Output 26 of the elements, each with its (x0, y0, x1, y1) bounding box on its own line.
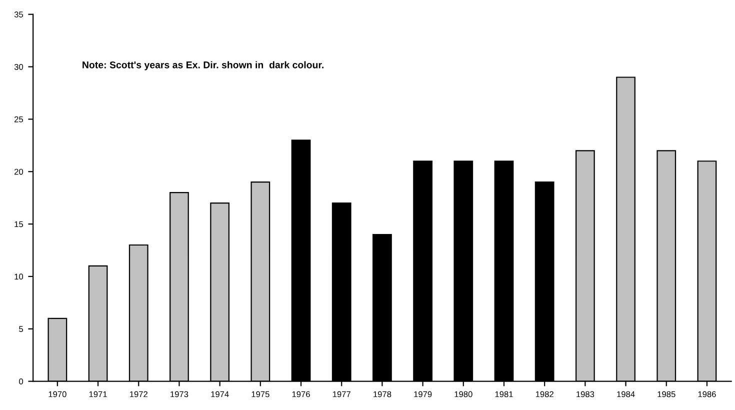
y-tick-label: 0 (19, 378, 24, 384)
x-tick-label: 1985 (658, 391, 676, 398)
x-tick-label: 1978 (374, 391, 392, 398)
x-tick-label: 1983 (576, 391, 594, 398)
y-tick-label: 10 (14, 274, 24, 280)
x-tick-label: 1979 (414, 391, 432, 398)
x-tick-label: 1972 (130, 391, 148, 398)
x-tick-label: 1986 (698, 391, 716, 398)
y-tick-label: 20 (14, 168, 24, 175)
x-tick-label: 1976 (292, 391, 310, 398)
y-tick-label: 35 (14, 12, 24, 18)
y-tick-label: 5 (19, 326, 24, 332)
x-tick-label: 1984 (617, 391, 635, 398)
y-tick-label: 30 (14, 64, 24, 70)
y-tick-label: 15 (14, 221, 24, 228)
x-tick-label: 1982 (536, 391, 554, 398)
x-tick-label: 1970 (48, 391, 66, 398)
x-tick-label: 1974 (211, 391, 229, 398)
x-tick-label: 1977 (332, 391, 350, 398)
annotation: Note: Scott's years as Ex. Dir. shown in dark colour. (82, 61, 324, 70)
x-tick-label: 1980 (454, 391, 472, 398)
x-tick-label: 1975 (252, 391, 270, 398)
x-tick-label: 1971 (89, 391, 107, 398)
y-tick-label: 25 (14, 116, 24, 122)
x-tick-label: 1973 (170, 391, 188, 398)
x-tick-label: 1981 (495, 391, 513, 398)
